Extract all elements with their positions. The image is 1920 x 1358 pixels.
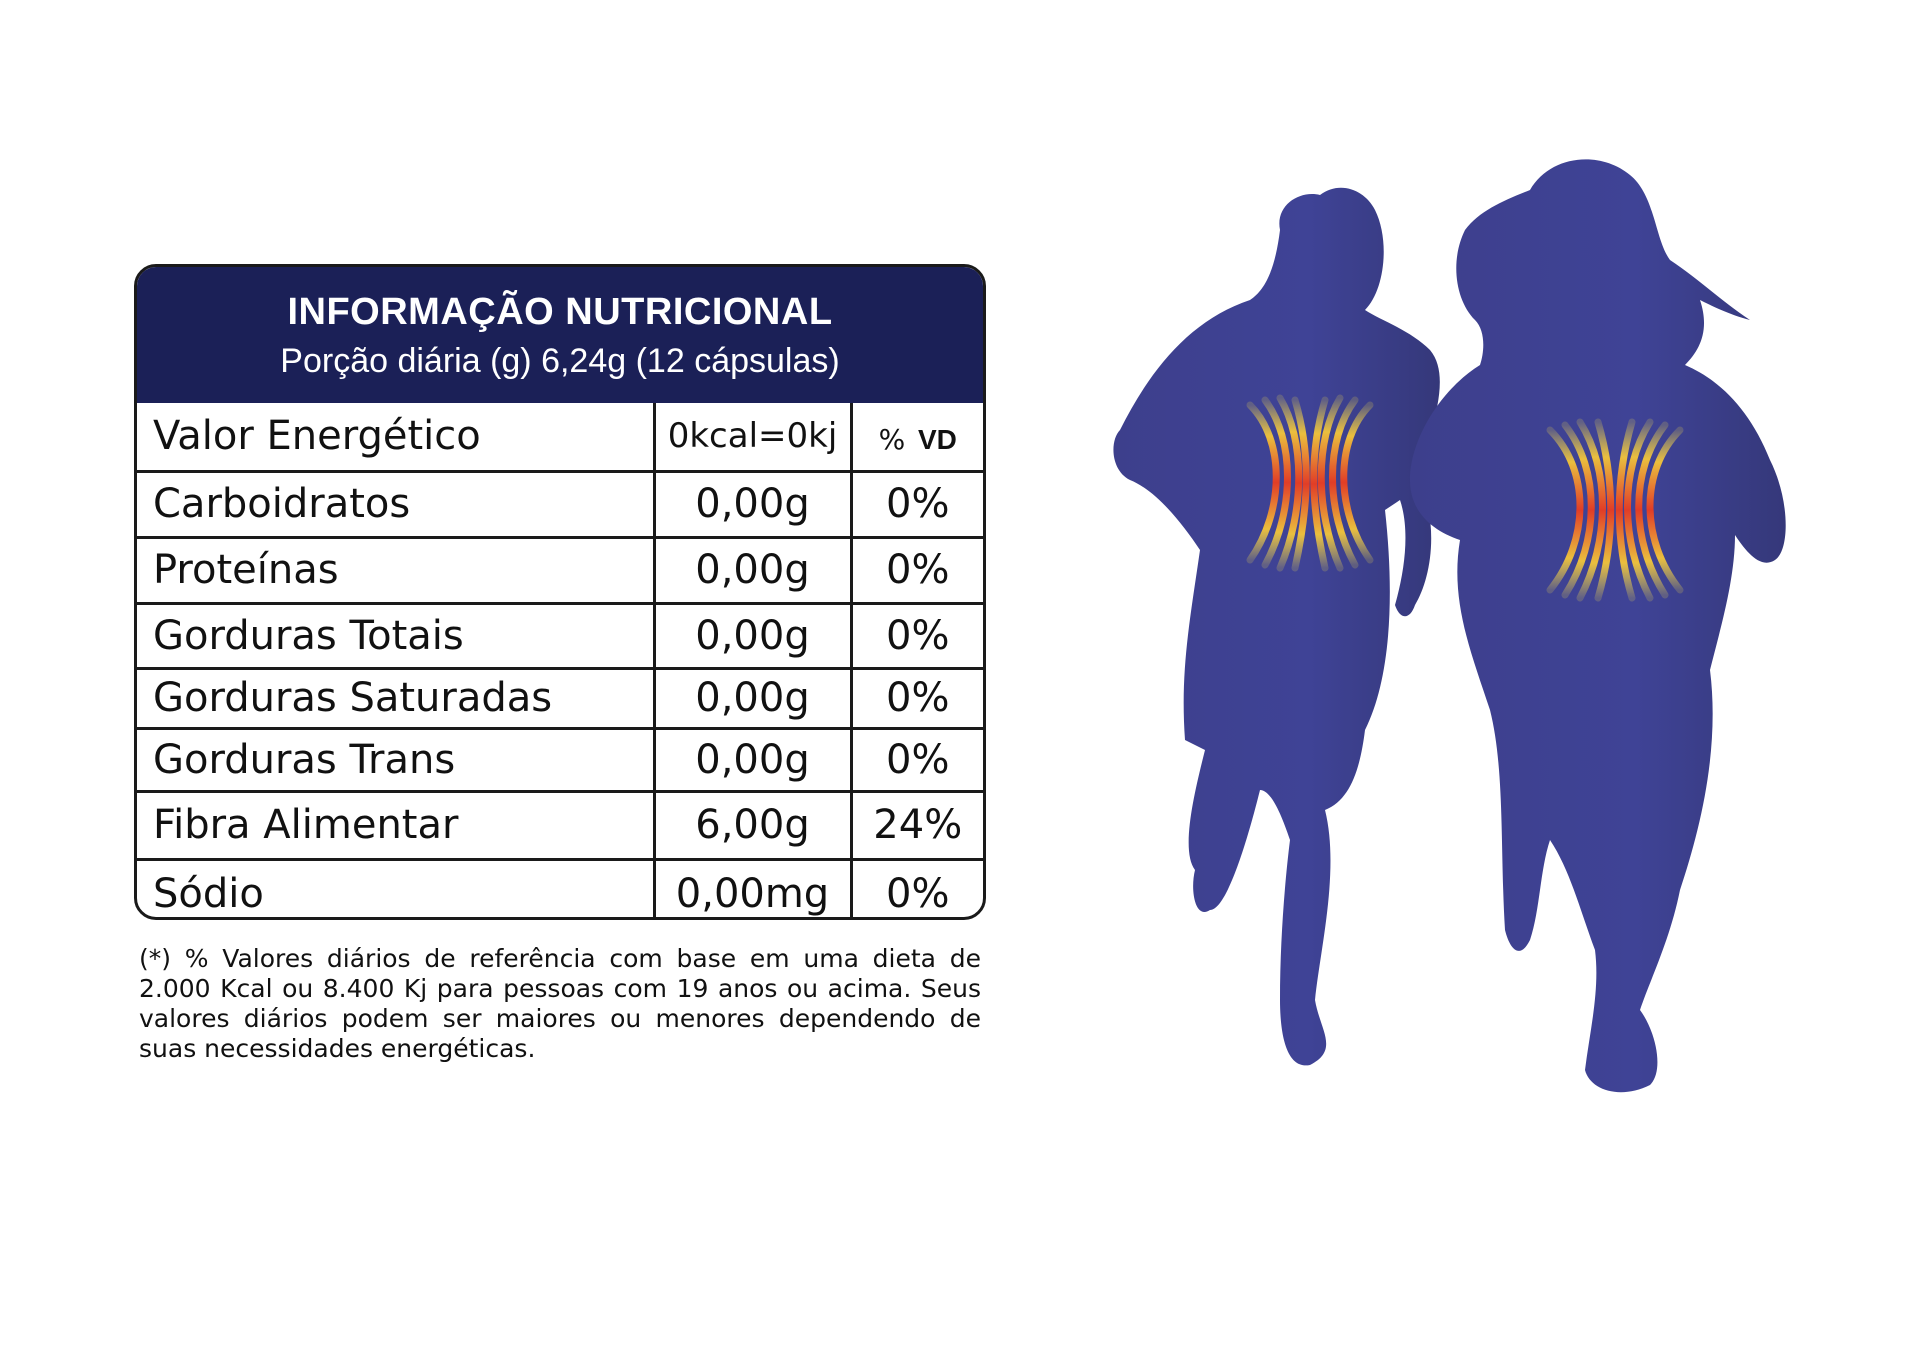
running-silhouettes-illustration (1113, 159, 1786, 1093)
table-row: Proteínas 0,00g 0% (137, 537, 983, 605)
table-row: Carboidratos 0,00g 0% (137, 471, 983, 539)
table-row: Gorduras Totais 0,00g 0% (137, 603, 983, 670)
energy-label: Valor Energético (137, 403, 656, 473)
panel-header: INFORMAÇÃO NUTRICIONAL Porção diária (g)… (137, 267, 983, 403)
nutrient-vd: 0% (886, 870, 950, 917)
vd-header: % VD (851, 403, 983, 473)
serving-size: Porção diária (g) 6,24g (12 cápsulas) (280, 342, 840, 380)
nutrient-name: Carboidratos (137, 471, 656, 539)
panel-title: INFORMAÇÃO NUTRICIONAL (287, 291, 833, 333)
nutrient-name: Gorduras Saturadas (137, 668, 656, 730)
table-row: Gorduras Trans 0,00g 0% (137, 728, 983, 793)
vd-label: VD (917, 424, 957, 456)
nutrition-facts-panel: INFORMAÇÃO NUTRICIONAL Porção diária (g)… (134, 264, 986, 920)
table-row: Fibra Alimentar 6,00g 24% (137, 791, 983, 861)
nutrient-amount: 0,00g (654, 728, 853, 793)
female-glow-lines (1546, 418, 1684, 602)
nutrient-amount: 0,00g (654, 471, 853, 539)
nutrient-name: Sódio (137, 859, 656, 917)
nutrient-name: Gorduras Trans (137, 728, 656, 793)
nutrient-vd: 0% (851, 668, 983, 730)
vd-percent-sign: % (878, 423, 906, 457)
nutrient-name: Proteínas (137, 537, 656, 605)
nutrient-vd: 0% (851, 603, 983, 670)
nutrient-name: Fibra Alimentar (137, 791, 656, 861)
nutrient-vd: 0% (851, 537, 983, 605)
nutrient-name: Gorduras Totais (137, 603, 656, 670)
nutrient-vd: 0% (851, 471, 983, 539)
nutrient-vd: 24% (851, 791, 983, 861)
energy-value: 0kcal=0kj (654, 403, 853, 473)
female-runner-silhouette (1410, 159, 1786, 1093)
table-row: Gorduras Saturadas 0,00g 0% (137, 668, 983, 730)
table-row: Sódio 0,00mg 0% (137, 859, 983, 917)
table-header-row: Valor Energético 0kcal=0kj % VD (137, 403, 983, 473)
nutrient-amount: 0,00g (654, 603, 853, 670)
nutrient-amount: 6,00g (654, 791, 853, 861)
male-glow-lines (1246, 394, 1374, 572)
nutrition-table: Valor Energético 0kcal=0kj % VD Carboidr… (137, 403, 983, 917)
nutrient-vd: 0% (851, 728, 983, 793)
male-runner-silhouette (1113, 187, 1440, 1066)
nutrient-amount: 0,00g (654, 537, 853, 605)
footnote: (*) % Valores diários de referência com … (139, 944, 981, 1063)
nutrient-amount: 0,00mg (654, 859, 853, 917)
nutrient-amount: 0,00g (654, 668, 853, 730)
